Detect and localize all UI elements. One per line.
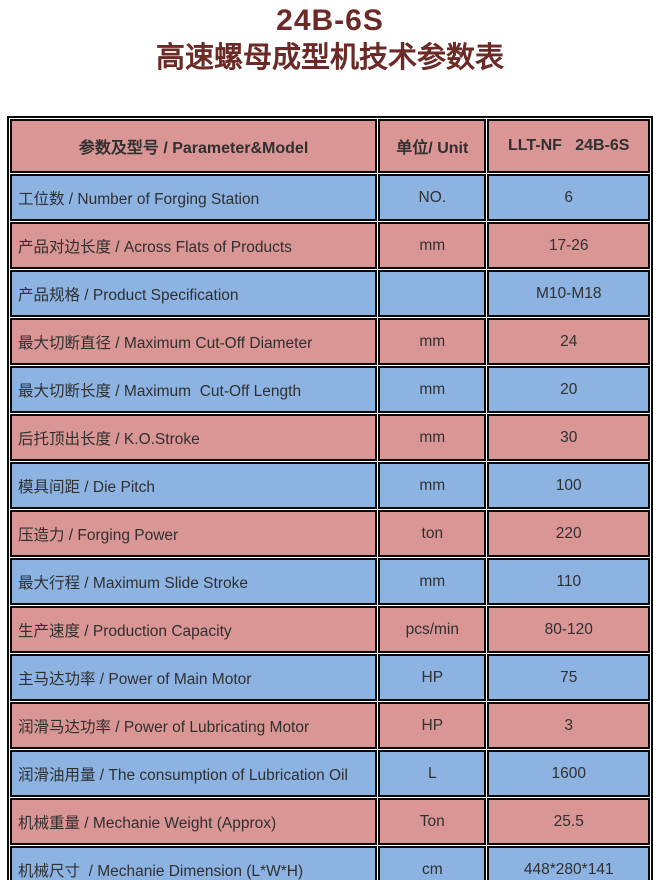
param-label-cell: 产品规格 / Product Specification [10, 270, 378, 317]
unit-cell: mm [378, 558, 487, 605]
table-row: 润滑马达功率 / Power of Lubricating Motor HP 3 [10, 702, 650, 749]
param-label-cell: 压造力 / Forging Power [10, 510, 378, 557]
unit-cell: ton [378, 510, 487, 557]
param-label-cell: 生产速度 / Production Capacity [10, 606, 378, 653]
value-cell: 110 [487, 558, 650, 605]
value-cell: 6 [487, 174, 650, 221]
unit-cell: mm [378, 366, 487, 413]
spec-table: 参数及型号 / Parameter&Model 单位/ Unit LLT-NF … [7, 116, 653, 880]
param-label-cell: 机械尺寸 / Mechanie Dimension (L*W*H) [10, 846, 378, 880]
unit-cell: mm [378, 462, 487, 509]
unit-cell: NO. [378, 174, 487, 221]
param-label-cell: 机械重量 / Mechanie Weight (Approx) [10, 798, 378, 845]
param-label-cell: 主马达功率 / Power of Main Motor [10, 654, 378, 701]
column-header-model: LLT-NF 24B-6S [487, 119, 650, 173]
param-label-cell: 最大切断直径 / Maximum Cut-Off Diameter [10, 318, 378, 365]
table-row: 最大切断长度 / Maximum Cut-Off Length mm 20 [10, 366, 650, 413]
table-row: 工位数 / Number of Forging Station NO. 6 [10, 174, 650, 221]
table-row: 生产速度 / Production Capacity pcs/min 80-12… [10, 606, 650, 653]
unit-cell: HP [378, 702, 487, 749]
value-cell: 75 [487, 654, 650, 701]
value-cell: 80-120 [487, 606, 650, 653]
table-row: 润滑油用量 / The consumption of Lubrication O… [10, 750, 650, 797]
param-label-cell: 后托顶出长度 / K.O.Stroke [10, 414, 378, 461]
param-label-cell: 模具间距 / Die Pitch [10, 462, 378, 509]
table-row: 后托顶出长度 / K.O.Stroke mm 30 [10, 414, 650, 461]
spec-table-container: 参数及型号 / Parameter&Model 单位/ Unit LLT-NF … [7, 116, 653, 880]
unit-cell: HP [378, 654, 487, 701]
param-label-cell: 工位数 / Number of Forging Station [10, 174, 378, 221]
unit-cell: mm [378, 318, 487, 365]
value-cell: 17-26 [487, 222, 650, 269]
unit-cell: L [378, 750, 487, 797]
value-cell: 100 [487, 462, 650, 509]
param-label-cell: 润滑油用量 / The consumption of Lubrication O… [10, 750, 378, 797]
page-subtitle: 高速螺母成型机技术参数表 [155, 42, 504, 74]
table-row: 压造力 / Forging Power ton 220 [10, 510, 650, 557]
value-cell: 1600 [487, 750, 650, 797]
table-row: 机械尺寸 / Mechanie Dimension (L*W*H) cm 448… [10, 846, 650, 880]
param-label-cell: 润滑马达功率 / Power of Lubricating Motor [10, 702, 378, 749]
title-block: 24B-6S 高速螺母成型机技术参数表 [0, 0, 660, 76]
column-header-unit: 单位/ Unit [378, 119, 487, 173]
table-row: 产品规格 / Product Specification M10-M18 [10, 270, 650, 317]
value-cell: 25.5 [487, 798, 650, 845]
unit-cell: cm [378, 846, 487, 880]
table-row: 最大行程 / Maximum Slide Stroke mm 110 [10, 558, 650, 605]
column-header-parameter: 参数及型号 / Parameter&Model [10, 119, 378, 173]
table-row: 机械重量 / Mechanie Weight (Approx) Ton 25.5 [10, 798, 650, 845]
page-title: 24B-6S [276, 4, 384, 37]
value-cell: 3 [487, 702, 650, 749]
param-label-cell: 最大切断长度 / Maximum Cut-Off Length [10, 366, 378, 413]
unit-cell: Ton [378, 798, 487, 845]
value-cell: 20 [487, 366, 650, 413]
value-cell: M10-M18 [487, 270, 650, 317]
unit-cell: pcs/min [378, 606, 487, 653]
value-cell: 220 [487, 510, 650, 557]
value-cell: 24 [487, 318, 650, 365]
table-row: 最大切断直径 / Maximum Cut-Off Diameter mm 24 [10, 318, 650, 365]
header-row: 参数及型号 / Parameter&Model 单位/ Unit LLT-NF … [10, 119, 650, 173]
table-row: 主马达功率 / Power of Main Motor HP 75 [10, 654, 650, 701]
value-cell: 30 [487, 414, 650, 461]
table-row: 模具间距 / Die Pitch mm 100 [10, 462, 650, 509]
param-label-cell: 产品对边长度 / Across Flats of Products [10, 222, 378, 269]
unit-cell: mm [378, 414, 487, 461]
param-label-cell: 最大行程 / Maximum Slide Stroke [10, 558, 378, 605]
unit-cell: mm [378, 222, 487, 269]
value-cell: 448*280*141 [487, 846, 650, 880]
unit-cell [378, 270, 487, 317]
table-row: 产品对边长度 / Across Flats of Products mm 17-… [10, 222, 650, 269]
